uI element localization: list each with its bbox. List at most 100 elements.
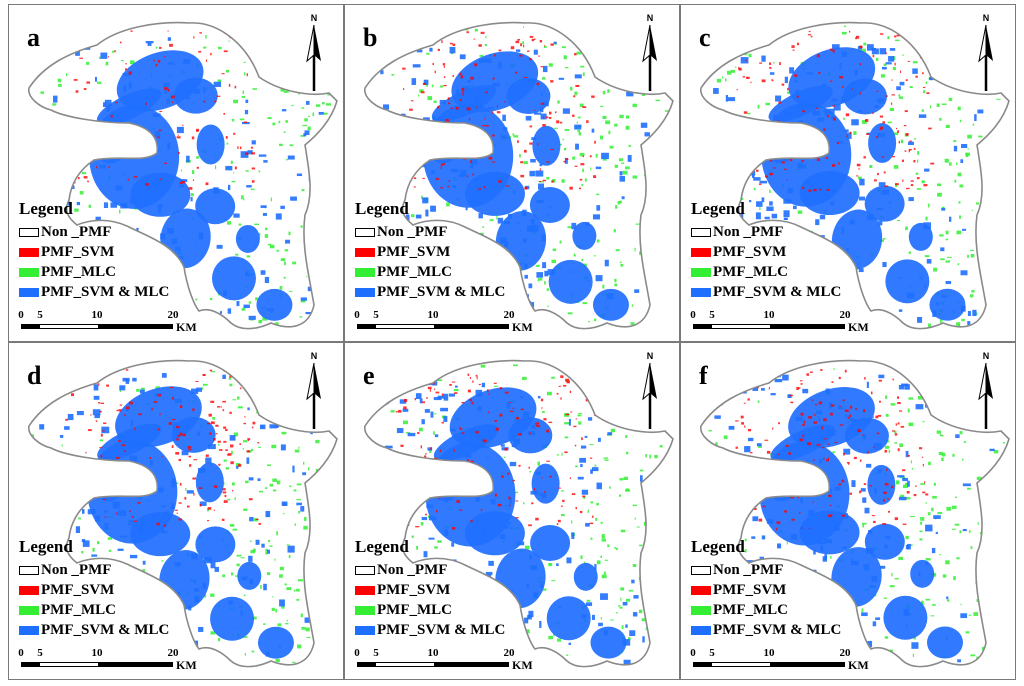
scale-tick: 20 (839, 647, 851, 659)
scale-unit: KM (512, 658, 533, 672)
legend-item: Non _PMF (355, 560, 505, 580)
scale-tick: 20 (167, 647, 179, 659)
scale-bar: 0 5 10 20 KM (18, 309, 221, 335)
scale-tick: 5 (709, 309, 715, 321)
panel-label: c (699, 23, 711, 52)
scale-bar: 0 5 10 20 KM (690, 647, 893, 673)
legend-title: Legend (691, 199, 745, 218)
scale-tick: 10 (427, 647, 439, 659)
north-label: N (982, 13, 990, 23)
legend-swatch (19, 227, 39, 237)
classification-map (700, 21, 1010, 330)
scale-unit: KM (848, 658, 869, 672)
north-label: N (982, 351, 990, 361)
scale-segment (770, 663, 845, 666)
legend: Legend Non _PMF PMF_SVM PMF_MLC PMF_SVM & ML… (691, 537, 841, 640)
legend-item-label: PMF_SVM (377, 581, 451, 598)
legend-item: PMF_SVM (355, 580, 505, 600)
scale-unit: KM (176, 658, 197, 672)
scale-tick: 5 (373, 309, 379, 321)
scale-tick: 0 (354, 309, 360, 321)
legend-item: PMF_SVM (19, 580, 169, 600)
north-arrow: N (299, 13, 329, 93)
north-arrow-icon (306, 362, 321, 429)
north-arrow-icon (642, 362, 657, 429)
legend-swatch (19, 585, 39, 595)
scale-bar: 0 5 10 20 KM (354, 309, 557, 335)
scale-tick: 10 (91, 309, 103, 321)
legend-swatch (691, 605, 711, 615)
legend-item: PMF_SVM & MLC (691, 620, 841, 640)
legend-item-label: PMF_SVM & MLC (377, 621, 506, 638)
scale-tick: 20 (503, 647, 515, 659)
legend-item-label: PMF_SVM & MLC (713, 283, 842, 300)
scale-bar: 0 5 10 20 KM (18, 647, 221, 673)
legend-item-label: PMF_MLC (377, 263, 452, 280)
legend-swatch (355, 585, 375, 595)
legend-item: Non _PMF (355, 222, 505, 242)
legend-item: PMF_SVM (691, 580, 841, 600)
scale-bar: 0 5 10 20 KM (354, 647, 557, 673)
legend-item: PMF_SVM & MLC (19, 620, 169, 640)
scale-tick: 20 (839, 309, 851, 321)
scale-segment (713, 325, 769, 328)
legend-item: PMF_SVM (355, 242, 505, 262)
legend-item-label: Non _PMF (377, 223, 448, 240)
north-arrow: N (635, 351, 665, 431)
scale-segment (22, 663, 40, 666)
legend-item-label: PMF_SVM & MLC (713, 621, 842, 638)
scale-segment (98, 663, 173, 666)
scale-segment (41, 325, 97, 328)
legend-swatch (19, 267, 39, 277)
panel-label: e (363, 361, 375, 390)
legend-item: PMF_MLC (19, 262, 169, 282)
legend-swatch (691, 585, 711, 595)
legend-item-label: Non _PMF (41, 561, 112, 578)
legend-item: Non _PMF (691, 222, 841, 242)
panel-label: d (27, 361, 42, 390)
legend-item: Non _PMF (19, 560, 169, 580)
scale-tick: 5 (373, 647, 379, 659)
map-panel-e: e Legend Non _PMF PMF_SVM PMF_MLC PMF_SVM & M… (344, 342, 680, 680)
legend-swatch (19, 625, 39, 635)
north-label: N (310, 13, 318, 23)
legend-item-label: PMF_SVM & MLC (377, 283, 506, 300)
legend-item: PMF_MLC (691, 600, 841, 620)
legend-item: PMF_SVM (691, 242, 841, 262)
legend-title: Legend (19, 537, 73, 556)
north-arrow-icon (642, 24, 657, 91)
panel-label: f (699, 361, 708, 390)
legend: Legend Non _PMF PMF_SVM PMF_MLC PMF_SVM & ML… (19, 537, 169, 640)
legend-item-label: PMF_MLC (41, 263, 116, 280)
legend-item: PMF_MLC (355, 600, 505, 620)
scale-segment (434, 325, 509, 328)
legend-swatch (19, 565, 39, 575)
legend-item-label: Non _PMF (377, 561, 448, 578)
legend-item-label: PMF_SVM (41, 243, 115, 260)
legend-swatch (355, 227, 375, 237)
scale-segment (377, 325, 433, 328)
classification-map (700, 359, 1010, 668)
scale-tick: 5 (37, 647, 43, 659)
legend-swatch (355, 565, 375, 575)
legend: Legend Non _PMF PMF_SVM PMF_MLC PMF_SVM & ML… (355, 537, 505, 640)
scale-tick: 0 (354, 647, 360, 659)
legend-swatch (691, 287, 711, 297)
legend-swatch (19, 247, 39, 257)
scale-tick: 0 (690, 309, 696, 321)
legend-item-label: PMF_SVM & MLC (41, 283, 170, 300)
north-arrow-icon (978, 362, 993, 429)
legend-title: Legend (355, 199, 409, 218)
scale-unit: KM (512, 320, 533, 334)
classification-map (28, 359, 338, 668)
scale-segment (434, 663, 509, 666)
legend-swatch (355, 267, 375, 277)
north-label: N (646, 351, 654, 361)
scale-tick: 10 (91, 647, 103, 659)
scale-segment (770, 325, 845, 328)
north-label: N (310, 351, 318, 361)
legend-item-label: PMF_SVM (713, 243, 787, 260)
scale-segment (41, 663, 97, 666)
north-arrow: N (971, 13, 1001, 93)
scale-bar-graphic (357, 324, 509, 329)
